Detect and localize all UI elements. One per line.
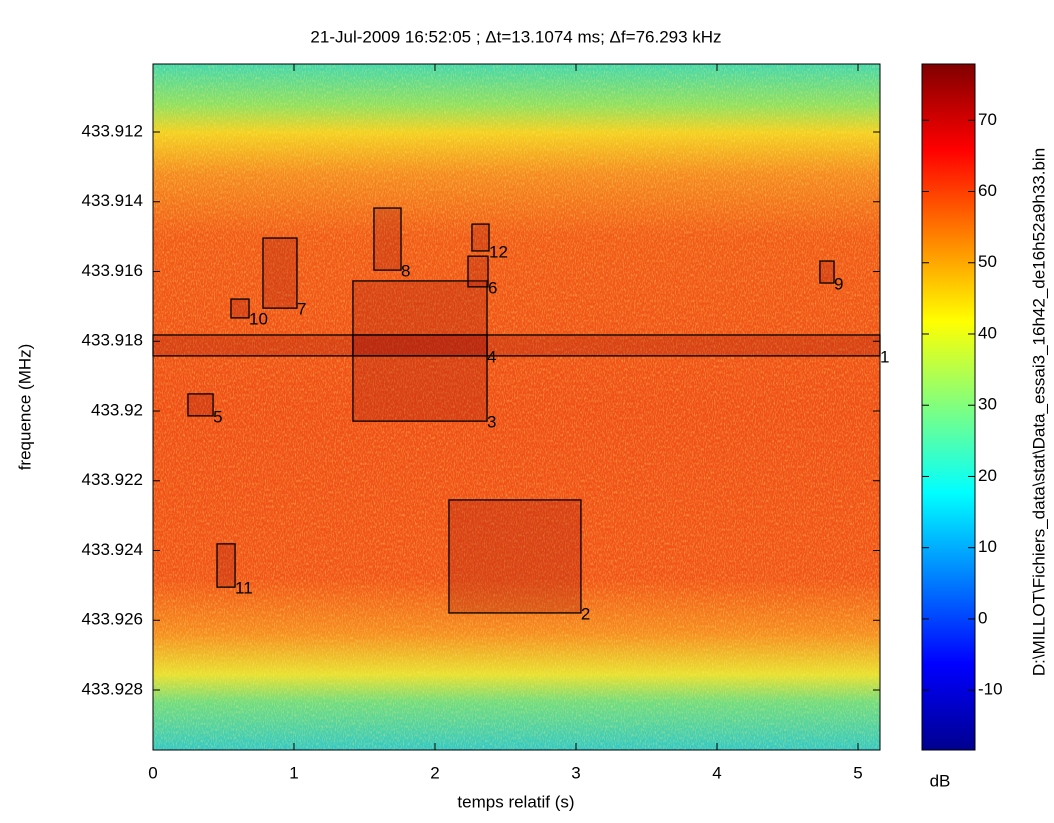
- region-box: [230, 298, 250, 319]
- region-label: 6: [488, 278, 497, 297]
- region-label: 3: [487, 413, 496, 432]
- x-tick-label: 5: [853, 763, 862, 782]
- colorbar-label: dB: [930, 771, 951, 790]
- x-tick-label: 1: [289, 763, 298, 782]
- region-label: 4: [487, 347, 496, 366]
- region-box: [352, 280, 488, 422]
- x-tick-label: 0: [148, 763, 157, 782]
- region-label: 2: [581, 604, 590, 623]
- file-path-label: D:\MILLOT\Fichiers_data\stat\Data_essai3…: [1029, 148, 1048, 676]
- region-label: 5: [213, 407, 222, 426]
- axes-box: [152, 63, 881, 751]
- colorbar-tick-label: 60: [978, 181, 997, 200]
- region-box: [448, 499, 582, 614]
- region-label: 11: [235, 579, 253, 598]
- colorbar-tick-label: 40: [978, 323, 997, 342]
- region-label: 9: [834, 275, 843, 294]
- region-box: [819, 260, 835, 284]
- x-tick-label: 3: [571, 763, 580, 782]
- region-box: [373, 207, 402, 271]
- x-axis-label: temps relatif (s): [457, 792, 574, 811]
- region-label: 1: [880, 347, 889, 366]
- y-tick-label: 433.92: [91, 400, 143, 419]
- colorbar-tick-label: 30: [978, 395, 997, 414]
- y-tick-label: 433.916: [82, 261, 143, 280]
- y-tick-label: 433.912: [82, 121, 143, 140]
- colorbar-tick-label: 20: [978, 466, 997, 485]
- chart-title: 21-Jul-2009 16:52:05 ; Δt=13.1074 ms; Δf…: [310, 27, 721, 46]
- region-box: [352, 334, 488, 357]
- colorbar-tick-label: 70: [978, 110, 997, 129]
- plot-area: [153, 64, 880, 750]
- colorbar-tick-label: 0: [978, 608, 987, 627]
- region-label: 12: [489, 242, 508, 261]
- y-tick-label: 433.924: [82, 540, 143, 559]
- y-tick-label: 433.918: [82, 331, 143, 350]
- colorbar-tick-label: 10: [978, 537, 997, 556]
- colorbar-tick-label: -10: [978, 680, 1003, 699]
- x-tick-label: 4: [712, 763, 721, 782]
- region-box: [216, 543, 236, 588]
- region-label: 8: [401, 262, 410, 281]
- region-box: [471, 223, 490, 252]
- region-box: [187, 393, 214, 417]
- region-box: [152, 334, 881, 357]
- y-tick-label: 433.922: [82, 470, 143, 489]
- spectrogram-texture: [153, 64, 880, 750]
- region-label: 7: [297, 300, 306, 319]
- colorbar-tick-label: 50: [978, 252, 997, 271]
- y-tick-label: 433.914: [82, 191, 143, 210]
- colorbar: [921, 63, 976, 751]
- region-box: [467, 255, 489, 288]
- y-tick-label: 433.926: [82, 610, 143, 629]
- x-tick-label: 2: [430, 763, 439, 782]
- region-box: [262, 237, 298, 309]
- region-label: 10: [249, 309, 268, 328]
- y-axis-label: frequence (MHz): [15, 344, 34, 471]
- y-tick-label: 433.928: [82, 679, 143, 698]
